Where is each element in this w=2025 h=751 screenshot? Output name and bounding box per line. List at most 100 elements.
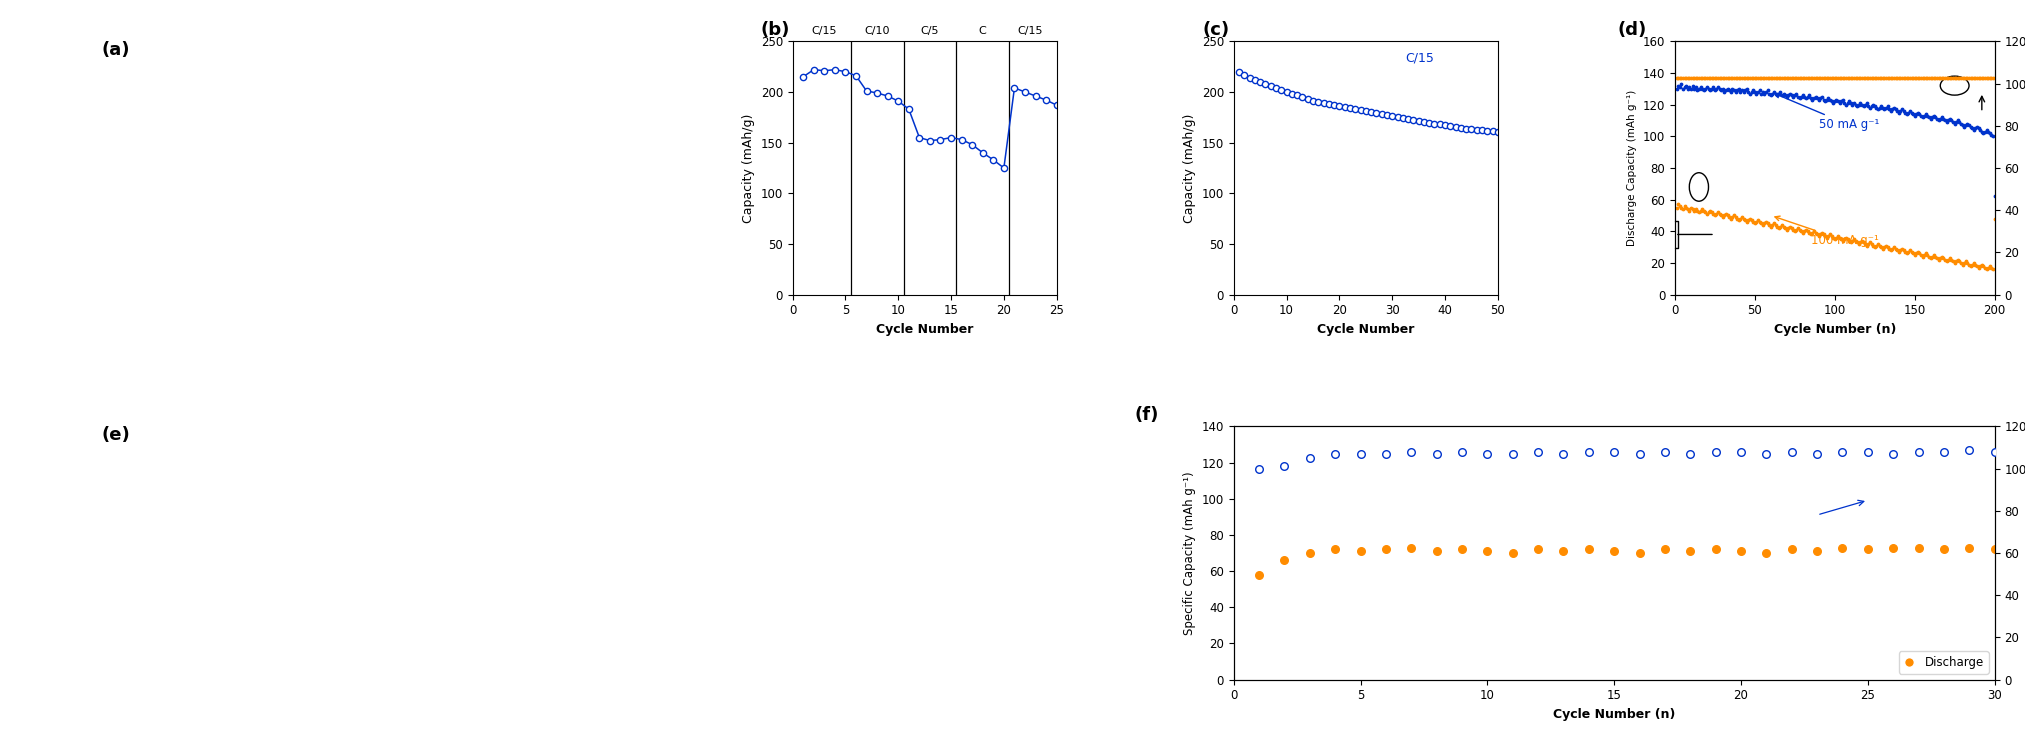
Point xyxy=(1778,71,1810,83)
Point xyxy=(1687,84,1719,96)
Point xyxy=(1920,251,1952,263)
Point xyxy=(1930,71,1962,83)
Point xyxy=(1887,105,1920,117)
Point xyxy=(1699,84,1731,96)
Point xyxy=(1719,71,1752,83)
Discharge xyxy=(1901,541,1934,553)
Point xyxy=(1904,247,1936,259)
Point xyxy=(1318,448,1351,460)
Point xyxy=(1764,221,1796,233)
Point xyxy=(1663,80,1695,92)
Point xyxy=(1663,71,1695,83)
Point xyxy=(1800,71,1833,83)
Point xyxy=(1665,71,1697,83)
Point xyxy=(1843,238,1875,250)
Point xyxy=(1721,213,1754,225)
Point xyxy=(1887,244,1920,256)
Point xyxy=(1875,244,1908,256)
Point xyxy=(1873,104,1906,116)
Point xyxy=(1768,88,1800,100)
Point xyxy=(1770,89,1802,101)
Point xyxy=(1729,84,1762,96)
Point xyxy=(1825,234,1857,246)
Point xyxy=(1816,71,1849,83)
Point xyxy=(1675,83,1707,95)
Discharge xyxy=(1750,547,1782,559)
Point xyxy=(1926,251,1958,263)
Point xyxy=(1737,84,1770,96)
Point xyxy=(1968,261,2001,273)
Point xyxy=(1687,71,1719,83)
X-axis label: Cycle Number (n): Cycle Number (n) xyxy=(1553,708,1675,721)
Point xyxy=(1914,71,1946,83)
Point xyxy=(1966,71,1999,83)
Point xyxy=(1855,71,1887,83)
Discharge xyxy=(1952,541,1984,553)
Point xyxy=(1679,203,1711,215)
Point xyxy=(1804,71,1837,83)
Point xyxy=(1855,100,1887,112)
Point xyxy=(1794,228,1827,240)
Point xyxy=(1867,71,1899,83)
Point xyxy=(1739,217,1772,229)
Point xyxy=(1707,71,1739,83)
Point xyxy=(1683,83,1715,95)
Point xyxy=(1667,83,1699,95)
Y-axis label: Specific Capacity (mAh g⁻¹): Specific Capacity (mAh g⁻¹) xyxy=(1183,471,1197,635)
Point xyxy=(1879,71,1912,83)
Point xyxy=(1908,71,1940,83)
Point xyxy=(1841,71,1873,83)
Point xyxy=(1831,71,1863,83)
Text: C/5: C/5 xyxy=(921,26,940,36)
Point xyxy=(1950,119,1982,131)
Point xyxy=(1756,71,1788,83)
Point xyxy=(1737,216,1770,228)
Point xyxy=(1778,89,1810,101)
Point xyxy=(1711,71,1744,83)
Point xyxy=(1914,113,1946,125)
Point xyxy=(1717,83,1750,95)
Point xyxy=(1839,97,1871,109)
Point xyxy=(1800,91,1833,103)
Point xyxy=(1723,71,1756,83)
Discharge xyxy=(1800,545,1833,557)
Point xyxy=(1446,445,1478,457)
Point xyxy=(1703,71,1735,83)
Point xyxy=(1879,104,1912,116)
Point xyxy=(1711,83,1744,95)
Discharge xyxy=(1598,545,1630,557)
Point xyxy=(1733,88,1766,100)
Point xyxy=(1746,88,1778,100)
Y-axis label: Capacity (mAh/g): Capacity (mAh/g) xyxy=(741,113,755,222)
Point xyxy=(1944,118,1976,130)
Y-axis label: Discharge Capacity (mAh g⁻¹): Discharge Capacity (mAh g⁻¹) xyxy=(1628,90,1638,246)
Point xyxy=(1960,122,1993,134)
Discharge xyxy=(1318,544,1351,556)
Point xyxy=(1693,207,1725,219)
Point xyxy=(1808,230,1841,242)
Point xyxy=(1792,89,1825,101)
Point xyxy=(1681,71,1713,83)
Point xyxy=(1956,122,1989,134)
Point xyxy=(1861,104,1893,116)
Point xyxy=(1762,71,1794,83)
Point xyxy=(1956,258,1989,270)
Point xyxy=(1748,86,1780,98)
Y-axis label: Capacity (mAh/g): Capacity (mAh/g) xyxy=(1183,113,1197,222)
Point xyxy=(1786,227,1818,239)
Point xyxy=(1877,448,1910,460)
Point xyxy=(1729,71,1762,83)
Point xyxy=(1897,71,1930,83)
Point xyxy=(1881,71,1914,83)
Point xyxy=(1904,71,1936,83)
Point xyxy=(1750,71,1782,83)
Point xyxy=(1942,71,1974,83)
Point xyxy=(1910,108,1942,120)
Point xyxy=(1952,119,1984,131)
Point xyxy=(1901,246,1934,258)
Point xyxy=(1695,71,1727,83)
Discharge xyxy=(1294,547,1326,559)
Point xyxy=(1849,71,1881,83)
Point xyxy=(1695,83,1727,95)
Point xyxy=(1861,238,1893,250)
